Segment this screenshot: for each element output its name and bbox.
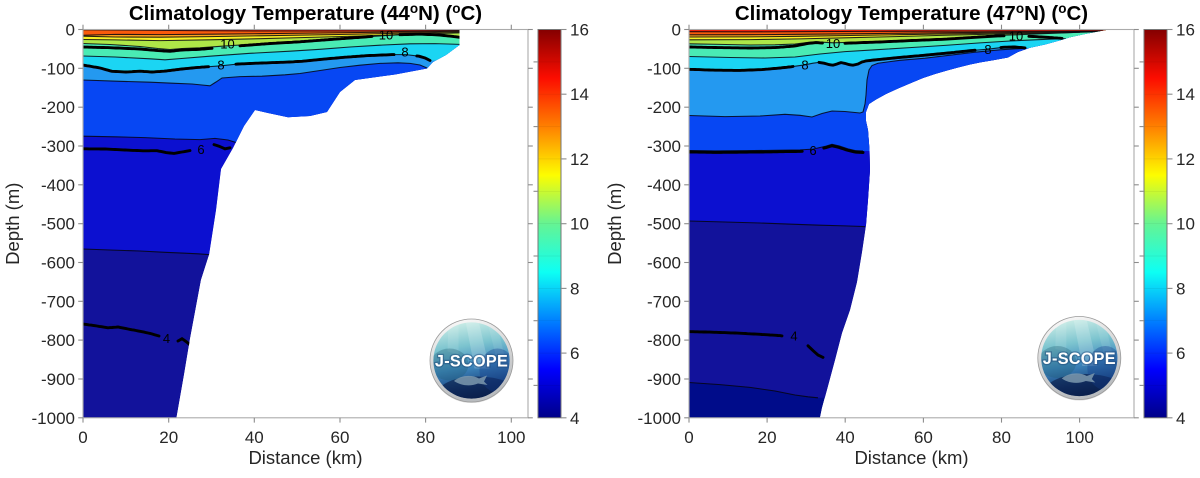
svg-text:10: 10 [1176,215,1195,234]
svg-text:Distance (km): Distance (km) [248,447,362,468]
svg-text:20: 20 [159,428,178,447]
svg-text:Climatology Temperature (44oN): Climatology Temperature (44oN) (oC) [129,1,482,25]
svg-text:14: 14 [570,85,589,104]
svg-text:-1000: -1000 [638,409,681,428]
svg-text:4: 4 [163,331,170,346]
svg-text:6: 6 [809,143,816,158]
svg-text:12: 12 [570,150,589,169]
svg-text:60: 60 [331,428,350,447]
svg-text:-400: -400 [647,176,681,195]
svg-text:-100: -100 [647,59,681,78]
svg-text:-700: -700 [647,292,681,311]
svg-text:8: 8 [801,58,808,73]
svg-text:J-SCOPE: J-SCOPE [435,353,508,371]
svg-text:8: 8 [217,58,224,73]
svg-text:-300: -300 [41,137,75,156]
svg-text:16: 16 [570,21,589,40]
svg-text:-1000: -1000 [32,409,75,428]
svg-text:100: 100 [497,428,525,447]
svg-text:-900: -900 [647,370,681,389]
svg-text:4: 4 [570,409,579,428]
svg-text:4: 4 [790,329,797,344]
svg-text:4: 4 [1176,409,1185,428]
svg-text:Distance (km): Distance (km) [854,447,968,468]
svg-text:-700: -700 [41,292,75,311]
svg-text:0: 0 [66,21,75,40]
svg-text:6: 6 [197,142,204,157]
svg-text:10: 10 [379,28,393,43]
svg-text:0: 0 [672,21,681,40]
svg-text:0: 0 [684,428,693,447]
svg-text:40: 40 [836,428,855,447]
svg-text:-800: -800 [41,331,75,350]
svg-text:8: 8 [570,279,579,298]
svg-text:-800: -800 [647,331,681,350]
svg-text:Climatology Temperature (47oN): Climatology Temperature (47oN) (oC) [735,1,1088,25]
svg-text:-200: -200 [647,98,681,117]
svg-text:-200: -200 [41,98,75,117]
svg-text:8: 8 [401,45,408,60]
svg-text:80: 80 [992,428,1011,447]
svg-text:0: 0 [78,428,87,447]
svg-text:6: 6 [1176,344,1185,363]
svg-text:-500: -500 [41,215,75,234]
svg-text:10: 10 [570,215,589,234]
svg-text:10: 10 [826,36,840,51]
svg-text:-500: -500 [647,215,681,234]
svg-text:-100: -100 [41,59,75,78]
svg-text:14: 14 [1176,85,1195,104]
svg-text:-900: -900 [41,370,75,389]
svg-text:80: 80 [416,428,435,447]
svg-text:12: 12 [1176,150,1195,169]
svg-text:-400: -400 [41,176,75,195]
svg-text:Depth (m): Depth (m) [2,183,23,265]
svg-text:-600: -600 [41,254,75,273]
svg-text:Depth (m): Depth (m) [604,183,625,265]
svg-text:20: 20 [758,428,777,447]
svg-text:8: 8 [1176,279,1185,298]
svg-text:16: 16 [1176,21,1195,40]
svg-text:6: 6 [570,344,579,363]
svg-text:J-SCOPE: J-SCOPE [1043,350,1116,368]
svg-text:-300: -300 [647,137,681,156]
svg-text:-600: -600 [647,254,681,273]
svg-text:40: 40 [245,428,264,447]
svg-text:10: 10 [220,37,234,52]
svg-text:60: 60 [914,428,933,447]
svg-text:100: 100 [1065,428,1093,447]
svg-text:8: 8 [984,42,991,57]
svg-text:10: 10 [1009,29,1023,44]
